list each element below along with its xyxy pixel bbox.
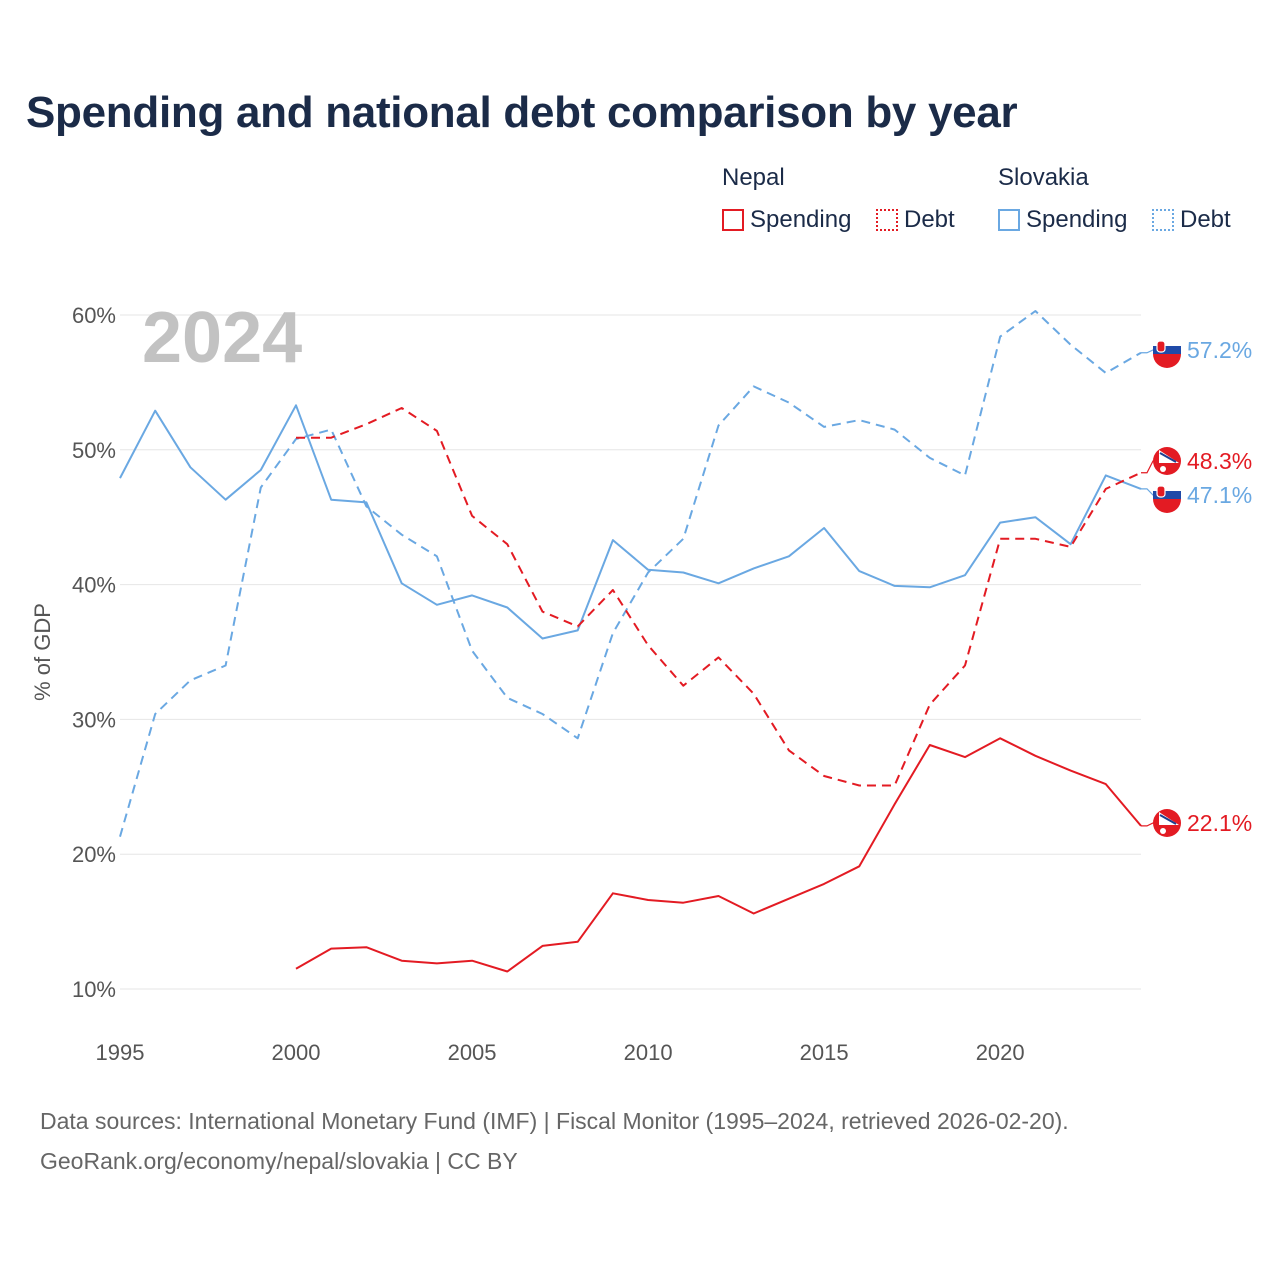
y-tick-labels: 10% 20% 30% 40% 50% 60% (72, 303, 116, 1002)
legend-label: Debt (1180, 206, 1231, 233)
legend-nepal-title: Nepal (722, 164, 785, 191)
legend-label: Spending (750, 206, 852, 233)
legend-slovakia-debt[interactable]: Debt (1152, 206, 1231, 234)
legend-label: Spending (1026, 206, 1128, 233)
y-tick-label: 60% (72, 303, 116, 328)
slovakia-spending-line (119, 404, 1142, 640)
nepal-debt-line (296, 407, 1142, 787)
slovakia-debt-flag-band-red (1153, 354, 1181, 368)
chart-title: Spending and national debt comparison by… (26, 88, 1018, 137)
slovakia-spending-end-label: 47.1% (1187, 482, 1252, 508)
nepal-debt-flag-sun (1160, 466, 1166, 472)
year-watermark: 2024 (142, 298, 302, 378)
nepal-spending-flag-border (1159, 814, 1177, 825)
y-axis-label: % of GDP (30, 603, 55, 701)
legend-slovakia-spending[interactable]: Spending (998, 206, 1127, 234)
y-tick-label: 30% (72, 707, 116, 732)
x-tick-label: 2020 (976, 1040, 1025, 1065)
nepal-debt-end-label: 48.3% (1187, 448, 1252, 474)
y-tick-label: 50% (72, 438, 116, 463)
footer-sources: Data sources: International Monetary Fun… (40, 1108, 1069, 1134)
y-tick-label: 40% (72, 573, 116, 598)
y-tick-label: 20% (72, 842, 116, 867)
legend-dotted-swatch-icon (876, 209, 898, 231)
slovakia-spending-flag-shield (1156, 485, 1166, 498)
x-tick-label: 2015 (800, 1040, 849, 1065)
x-tick-label: 2010 (624, 1040, 673, 1065)
legend-slovakia-title: Slovakia (998, 164, 1089, 191)
legend-dotted-swatch-icon (1152, 209, 1174, 231)
end-labels: 57.2% 48.3% 47.1% 22.1% (1141, 336, 1252, 837)
legend-solid-swatch-icon (998, 209, 1020, 231)
legend-label: Debt (904, 206, 955, 233)
x-tick-label: 2000 (272, 1040, 321, 1065)
legend-nepal-debt[interactable]: Debt (876, 206, 955, 234)
slovakia-debt-flag-shield (1156, 340, 1166, 353)
nepal-spending-end-label: 22.1% (1187, 810, 1252, 836)
x-tick-label: 2005 (448, 1040, 497, 1065)
x-tick-labels: 1995 2000 2005 2010 2015 2020 (96, 1040, 1025, 1065)
legend-solid-swatch-icon (722, 209, 744, 231)
series-lines (119, 310, 1142, 973)
y-tick-label: 10% (72, 977, 116, 1002)
nepal-spending-line (295, 737, 1142, 973)
slovakia-debt-line (119, 310, 1142, 837)
gridlines (120, 314, 1141, 990)
footer-credit: GeoRank.org/economy/nepal/slovakia | CC … (40, 1148, 518, 1174)
slovakia-debt-end-label: 57.2% (1187, 337, 1252, 363)
legend-nepal-spending[interactable]: Spending (722, 206, 851, 234)
nepal-debt-flag-border (1159, 452, 1177, 463)
nepal-spending-flag-sun (1160, 828, 1166, 834)
slovakia-spending-flag-band-red (1153, 499, 1181, 513)
x-tick-label: 1995 (96, 1040, 145, 1065)
